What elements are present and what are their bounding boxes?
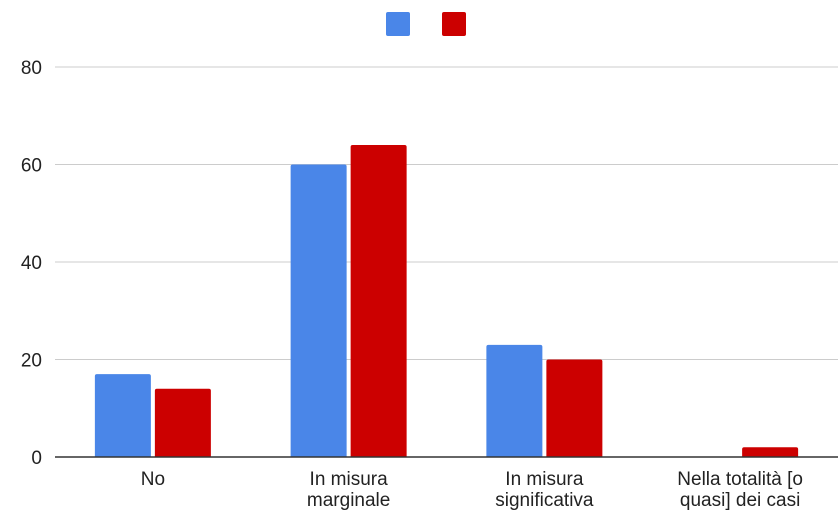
y-tick-label: 40: [21, 253, 42, 274]
y-tick-label: 20: [21, 351, 42, 372]
legend: [386, 12, 466, 36]
y-tick-label: 60: [21, 156, 42, 177]
bar: [350, 145, 407, 457]
bar: [546, 359, 603, 457]
x-category-label: In misura: [505, 469, 584, 490]
y-tick-label: 80: [21, 58, 42, 79]
bar: [154, 388, 211, 457]
bar: [94, 374, 151, 457]
legend-swatch: [442, 12, 466, 36]
x-category-label: Nella totalità [o: [677, 469, 803, 490]
bar: [742, 447, 799, 457]
gridlines: [55, 66, 838, 360]
bar: [290, 164, 347, 457]
x-category-label: In misura: [310, 469, 389, 490]
y-axis-tick-labels: 0 20 40 60 80: [21, 58, 42, 469]
x-category-label: marginale: [307, 490, 390, 511]
bar: [486, 344, 543, 457]
bars: [94, 145, 799, 457]
x-category-label: significativa: [495, 490, 594, 511]
x-category-label: quasi] dei casi: [680, 490, 800, 511]
y-tick-label: 0: [31, 448, 42, 469]
legend-swatch: [386, 12, 410, 36]
x-category-label: No: [141, 469, 165, 490]
